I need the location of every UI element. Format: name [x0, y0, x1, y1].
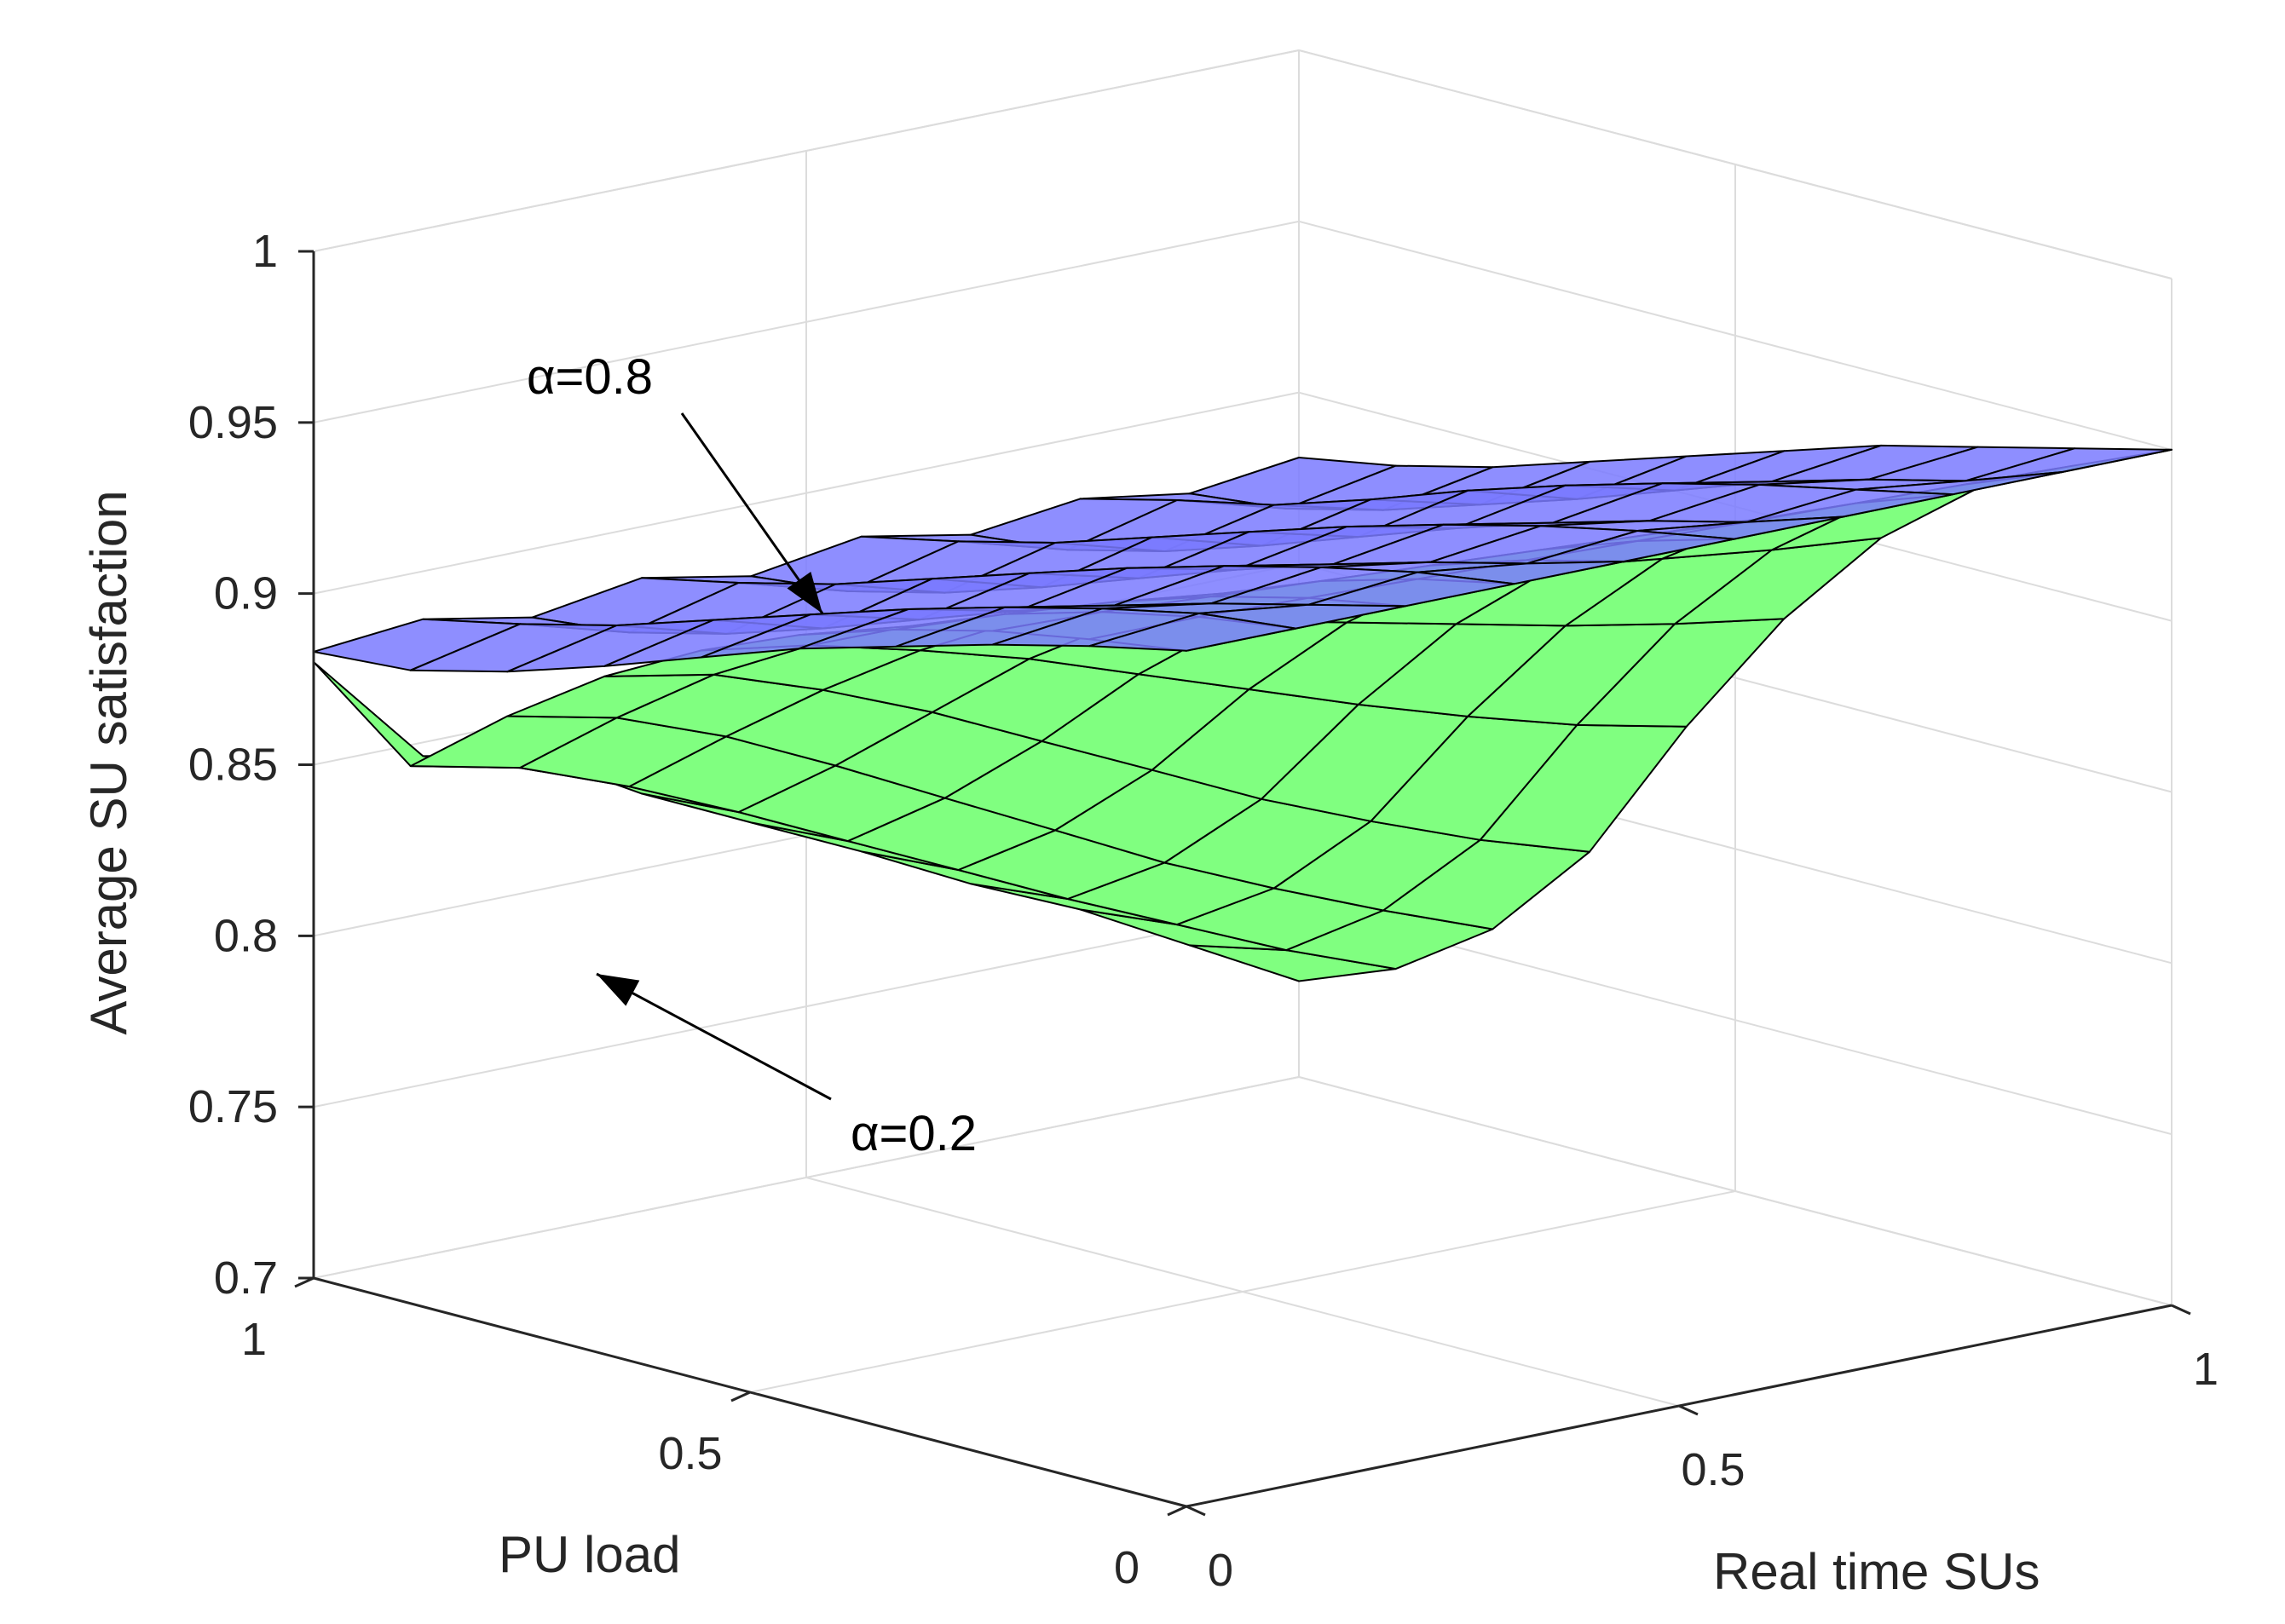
box-edge: [313, 49, 1300, 252]
surface-patch: [1088, 612, 1297, 652]
x-tick: [2171, 1304, 2191, 1316]
surface-layer: [313, 444, 2172, 982]
grid-line: [313, 1076, 1300, 1279]
z-tick-label: 1: [252, 226, 278, 277]
annotation-layer: α=0.8 α=0.2: [527, 349, 977, 1161]
x-tick-label: 0.5: [1681, 1444, 1745, 1495]
annotation-arrow-alpha-0.2-line: [596, 972, 832, 1101]
x-tick-label: 1: [2193, 1344, 2219, 1395]
z-tick-label: 0.75: [188, 1081, 278, 1132]
x-tick-label: 0: [1208, 1545, 1233, 1596]
y-tick: [294, 1276, 314, 1288]
z-tick-label: 0.85: [188, 740, 278, 791]
z-tick-label: 0.9: [214, 568, 278, 619]
annotation-alpha-0.8: α=0.8: [527, 349, 653, 405]
annotation-alpha-0.2: α=0.2: [851, 1106, 977, 1161]
annotation-arrow-alpha-0.8-head: [787, 571, 822, 613]
y-tick-label: 0.5: [658, 1428, 722, 1479]
y-axis-label: PU load: [499, 1526, 680, 1583]
x-axis-label: Real time SUs: [1713, 1543, 2040, 1600]
axes-layer: [294, 250, 2191, 1517]
annotation-arrow-alpha-0.2-head: [597, 974, 640, 1006]
z-tick-label: 0.7: [214, 1253, 278, 1304]
z-tick-label: 0.95: [188, 397, 278, 448]
z-axis-label: Average SU satisfaction: [80, 490, 137, 1034]
z-tick-label: 0.8: [214, 910, 278, 961]
tick-label-layer: 0.7 0.75 0.8 0.85 0.9 0.95 1 0 0.5 1 0 0.5 1: [188, 226, 2219, 1596]
y-tick: [730, 1391, 751, 1402]
surface-series-2: [313, 444, 2172, 673]
y-tick: [1167, 1505, 1187, 1517]
y-tick-label: 1: [241, 1314, 267, 1365]
box-edge: [1298, 49, 2172, 279]
x-tick: [1678, 1404, 1699, 1416]
grid-line: [749, 1190, 1736, 1393]
y-tick-label: 0: [1114, 1542, 1140, 1593]
x-tick: [1186, 1505, 1206, 1517]
